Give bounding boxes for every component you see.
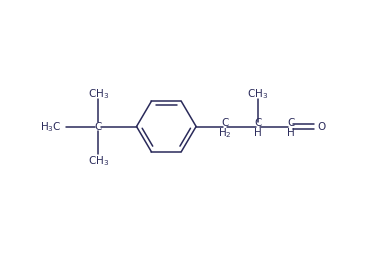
Text: CH$_3$: CH$_3$ <box>88 87 109 101</box>
Text: C: C <box>221 117 229 127</box>
Text: H$_3$C: H$_3$C <box>41 120 62 134</box>
Text: C: C <box>95 122 102 132</box>
Text: C: C <box>254 117 262 127</box>
Text: CH$_3$: CH$_3$ <box>247 87 269 101</box>
Text: H: H <box>254 128 262 138</box>
Text: H: H <box>287 128 294 138</box>
Text: C: C <box>287 117 294 127</box>
Text: CH$_3$: CH$_3$ <box>88 153 109 167</box>
Text: H$_2$: H$_2$ <box>218 126 232 139</box>
Text: O: O <box>318 122 326 132</box>
